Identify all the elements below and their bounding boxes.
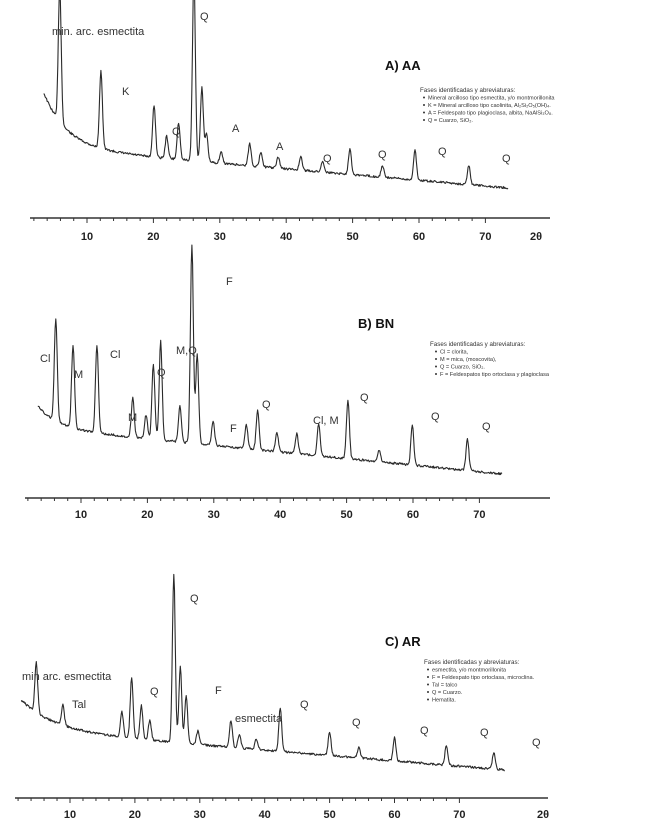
x-tick-label: 70 (479, 231, 491, 243)
peak-label: A (232, 123, 240, 135)
legend-bullet (423, 96, 425, 99)
peak-label: esmectita (235, 713, 283, 725)
diffraction-pattern (20, 573, 505, 772)
legend-item: Q = Cuarzo. (432, 690, 463, 696)
legend-title: Fases identificadas y abreviaturas: (424, 659, 520, 666)
legend-bullet (427, 698, 429, 701)
peak-label: Cl (110, 349, 120, 361)
legend-item: F = Feldespatos tipo ortoclasa y plagioc… (440, 372, 550, 378)
x-tick-label: 50 (340, 509, 352, 521)
legend-bullet (423, 104, 425, 106)
peak-label: Q (323, 153, 332, 165)
phase-legend: Fases identificadas y abreviaturas: Miner… (420, 87, 555, 124)
legend-title: Fases identificadas y abreviaturas: (430, 341, 526, 348)
legend-item: Mineral arcilloso tipo esmectita, y/o mo… (428, 96, 555, 102)
panel-title: C) AR (385, 634, 421, 649)
x-tick-label: 50 (346, 231, 358, 243)
peak-label: F (230, 423, 237, 435)
x-tick-label: 60 (388, 809, 400, 821)
peak-label: F (215, 685, 222, 697)
x-tick-label: 50 (323, 809, 335, 821)
peak-label: M (128, 412, 137, 424)
peak-label: Q (502, 153, 511, 165)
peak-label: Q (200, 11, 209, 23)
peak-label: Q (378, 149, 387, 161)
x-tick-label: 30 (194, 809, 206, 821)
x-tick-label: 60 (407, 509, 419, 521)
x-tick-label: 70 (473, 509, 485, 521)
x-tick-label: 10 (64, 809, 76, 821)
legend-bullet (427, 676, 429, 678)
x-tick-label: 10 (75, 509, 87, 521)
peak-label: Q (262, 399, 271, 411)
legend-item: esmectita, y/o montmorillonita (432, 668, 507, 674)
legend-item: Hematita. (432, 698, 456, 704)
x-tick-label: 10 (81, 231, 93, 243)
panel-title: B) BN (358, 316, 394, 331)
peak-label: min arc. esmectita (22, 671, 112, 683)
x-tick-label: 20 (141, 509, 153, 521)
x-tick-label: 40 (280, 231, 292, 243)
x-tick-label: 40 (274, 509, 286, 521)
x-tick-label: 60 (413, 231, 425, 243)
diffraction-pattern (37, 244, 503, 476)
legend-bullet (435, 365, 437, 368)
legend-title: Fases identificadas y abreviaturas: (420, 87, 516, 94)
peak-label: Q (352, 717, 361, 729)
phase-legend: Fases identificadas y abreviaturas: Cl = … (430, 341, 550, 378)
legend-bullet (435, 358, 437, 360)
peak-label: Q (157, 367, 166, 379)
peak-label: Tal (72, 699, 86, 711)
legend-item: F = Feldespato tipo ortoclasa, microclin… (432, 675, 535, 681)
legend-item: Tal = talco (432, 683, 457, 689)
peak-label: Cl (40, 353, 50, 365)
peak-label: K (122, 86, 130, 98)
x-axis-label: 2θ (530, 231, 542, 243)
x-tick-label: 30 (208, 509, 220, 521)
panel-1: 10 20 30 40 50 60 70 2θ A) AA Fases identificadas… (30, 0, 555, 243)
peak-label: Q (172, 126, 181, 138)
legend-bullet (423, 111, 425, 114)
legend-item: Q = Cuarzo, SiO₂. (440, 365, 485, 371)
peak-label: M (74, 369, 83, 381)
peak-label: Cl, M (313, 415, 339, 427)
phase-legend: Fases identificadas y abreviaturas: esmec… (424, 659, 535, 704)
x-tick-label: 30 (214, 231, 226, 243)
peak-label: Q (300, 699, 309, 711)
diffraction-pattern (43, 0, 509, 190)
peak-label: Q (360, 392, 369, 404)
legend-bullet (435, 373, 437, 375)
peak-label: A (276, 141, 284, 153)
legend-bullet (427, 668, 429, 671)
peak-label: F (226, 276, 233, 288)
legend-bullet (435, 350, 437, 353)
peak-label: Q (480, 727, 489, 739)
x-axis-label: 2θ (537, 809, 549, 821)
peak-label: min. arc. esmectita (52, 26, 145, 38)
peak-label: Q (482, 421, 491, 433)
x-tick-label: 20 (129, 809, 141, 821)
peak-label: Q (532, 737, 541, 749)
peak-label: Q (150, 686, 159, 698)
x-tick-label: 40 (259, 809, 271, 821)
peak-label: Q (438, 146, 447, 158)
x-tick-label: 20 (147, 231, 159, 243)
legend-bullet (423, 119, 425, 121)
peak-label: M,Q (176, 345, 197, 357)
legend-item: Cl = clorita, (440, 350, 469, 356)
legend-item: A = Feldespato tipo plagioclasa, albita,… (428, 111, 553, 117)
x-tick-label: 70 (453, 809, 465, 821)
peak-label: Q (420, 725, 429, 737)
panel-title: A) AA (385, 58, 421, 73)
panel-2: 10 20 30 40 50 60 70 B) BN Fases identificadas y… (25, 244, 550, 521)
peak-label: Q (190, 593, 199, 605)
legend-bullet (427, 683, 429, 686)
peak-label: Q (431, 411, 440, 423)
legend-item: Q = Cuarzo, SiO₂. (428, 118, 473, 124)
legend-item: K = Mineral arcilloso tipo caolinita, Al… (428, 103, 551, 109)
legend-item: M = mica, (moscovita), (440, 357, 497, 363)
legend-bullet (427, 691, 429, 693)
